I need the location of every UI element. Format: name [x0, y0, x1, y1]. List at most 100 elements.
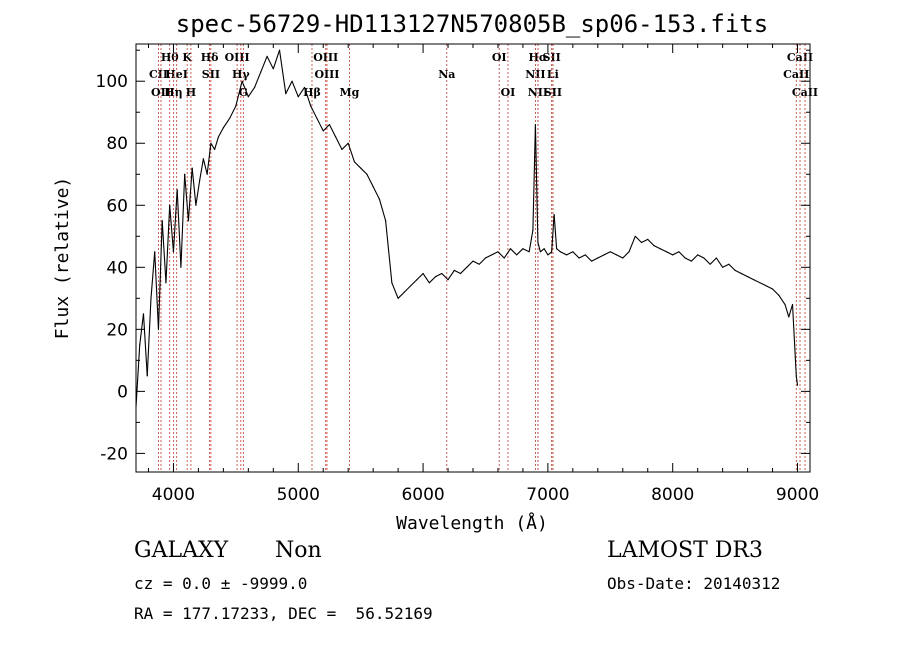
spectrum-segment — [297, 87, 305, 98]
spectrum-segment — [447, 270, 455, 281]
spectrum-point — [409, 285, 412, 287]
spectrum-point — [403, 291, 405, 293]
spectrum-point — [341, 148, 343, 151]
spectrum-point — [543, 248, 545, 250]
spectrum-segment — [422, 273, 430, 284]
spectrum-point — [199, 179, 201, 182]
spectrum-point — [210, 142, 212, 144]
marker-label: SII — [543, 51, 561, 64]
spectrum-segment — [347, 143, 355, 163]
spectrum-point — [478, 263, 480, 265]
spectrum-segment — [146, 298, 152, 376]
spectrum-segment — [360, 167, 368, 175]
spectrum-point — [609, 251, 611, 253]
x-tick-label: 9000 — [776, 485, 819, 505]
spectrum-segment — [180, 174, 186, 268]
marker-label: Hθ — [161, 51, 179, 64]
spectrum-segment — [403, 285, 411, 293]
spectrum-point — [771, 288, 774, 290]
spectrum-point — [378, 198, 380, 200]
spectrum-segment — [199, 158, 204, 181]
x-tick-label: 7000 — [526, 485, 569, 505]
spectrum-segment — [778, 294, 786, 305]
marker-label: CII — [149, 68, 168, 81]
spectrum-segment — [795, 375, 799, 386]
spectrum-segment — [341, 142, 349, 150]
spectrum-segment — [254, 71, 262, 88]
spectrum-point — [385, 220, 387, 222]
marker-label: Na — [438, 68, 455, 81]
spectrum-point — [214, 148, 216, 151]
spectrum-point — [422, 272, 424, 275]
spectrum-segment — [759, 282, 767, 287]
spectrum-point — [372, 186, 374, 188]
marker-label: OIII — [314, 68, 339, 81]
spectrum-segment — [416, 273, 424, 281]
spectrum-segment — [553, 214, 558, 249]
chart-title: spec-56729-HD113127N570805B_sp06-153.fit… — [176, 10, 768, 38]
spectrum-segment — [722, 263, 730, 268]
marker-label: Li — [547, 68, 559, 81]
spectrum-segment — [441, 273, 449, 281]
spectrum-point — [434, 276, 437, 278]
spectrum-segment — [603, 251, 611, 256]
marker-label: Hη — [164, 86, 182, 99]
spectrum-point — [659, 248, 661, 250]
spectrum-point — [532, 229, 534, 231]
spectrum-segment — [410, 279, 418, 287]
spectrum-segment — [222, 118, 231, 129]
spectrum-segment — [397, 291, 405, 299]
y-tick-label: 40 — [106, 258, 128, 278]
spectrum-segment — [472, 260, 480, 265]
spectrum-segment — [497, 251, 505, 259]
spectrum-point — [759, 282, 761, 284]
spectrum-point — [603, 254, 605, 256]
y-axis-ticks: -20 0 20 40 60 80 100 — [96, 49, 810, 464]
spectrum-point — [765, 285, 767, 287]
spectrum-segment — [543, 248, 549, 256]
redshift-readout: cz = 0.0 ± -9999.0 — [134, 574, 308, 593]
spectrum-point — [740, 272, 742, 275]
spectrum-point — [788, 316, 790, 318]
marker-label: SII — [544, 86, 562, 99]
spectrum-point — [272, 68, 274, 70]
spectrum-point — [397, 297, 399, 299]
spectrum-point — [528, 251, 530, 253]
spectrum-point — [791, 303, 794, 306]
spectrum-point — [195, 204, 197, 206]
spectrum-segment — [272, 50, 281, 69]
spectrum-segment — [641, 238, 648, 243]
spectrum-point — [491, 254, 493, 256]
spectrum-point — [547, 254, 549, 256]
spectrum-point — [537, 241, 539, 244]
spectrum-segment — [691, 254, 699, 262]
spectrum-segment — [734, 269, 742, 274]
spectrum-point — [206, 173, 208, 175]
marker-label: CaII — [787, 51, 813, 64]
spectrum-point — [534, 124, 537, 126]
x-axis-label: Wavelength (Å) — [396, 512, 548, 534]
spectrum-segment — [328, 124, 337, 138]
spectrum-point — [553, 213, 555, 216]
spectrum-segment — [322, 124, 330, 132]
spectrum-segment — [366, 174, 374, 187]
spectrum-segment — [560, 251, 567, 256]
spectrum-segment — [647, 239, 655, 246]
spectrum-segment — [310, 105, 318, 119]
spectrum-point — [150, 297, 152, 299]
spectrum-point — [297, 96, 299, 98]
spectrum-point — [335, 136, 337, 138]
x-tick-label: 5000 — [277, 485, 320, 505]
spectrum-point — [459, 272, 462, 275]
spectrum-point — [678, 251, 680, 253]
spectrum-segment — [335, 136, 343, 150]
spectrum-point — [172, 251, 175, 253]
spectrum-point — [291, 80, 293, 82]
spectrum-point — [176, 189, 178, 191]
spectrum-point — [316, 117, 318, 120]
spectrum-segment — [150, 251, 156, 299]
spectrum-segment — [210, 142, 216, 150]
spectrum-segment — [217, 127, 224, 138]
spectrum-series — [135, 49, 799, 408]
spectrum-segment — [485, 254, 492, 259]
